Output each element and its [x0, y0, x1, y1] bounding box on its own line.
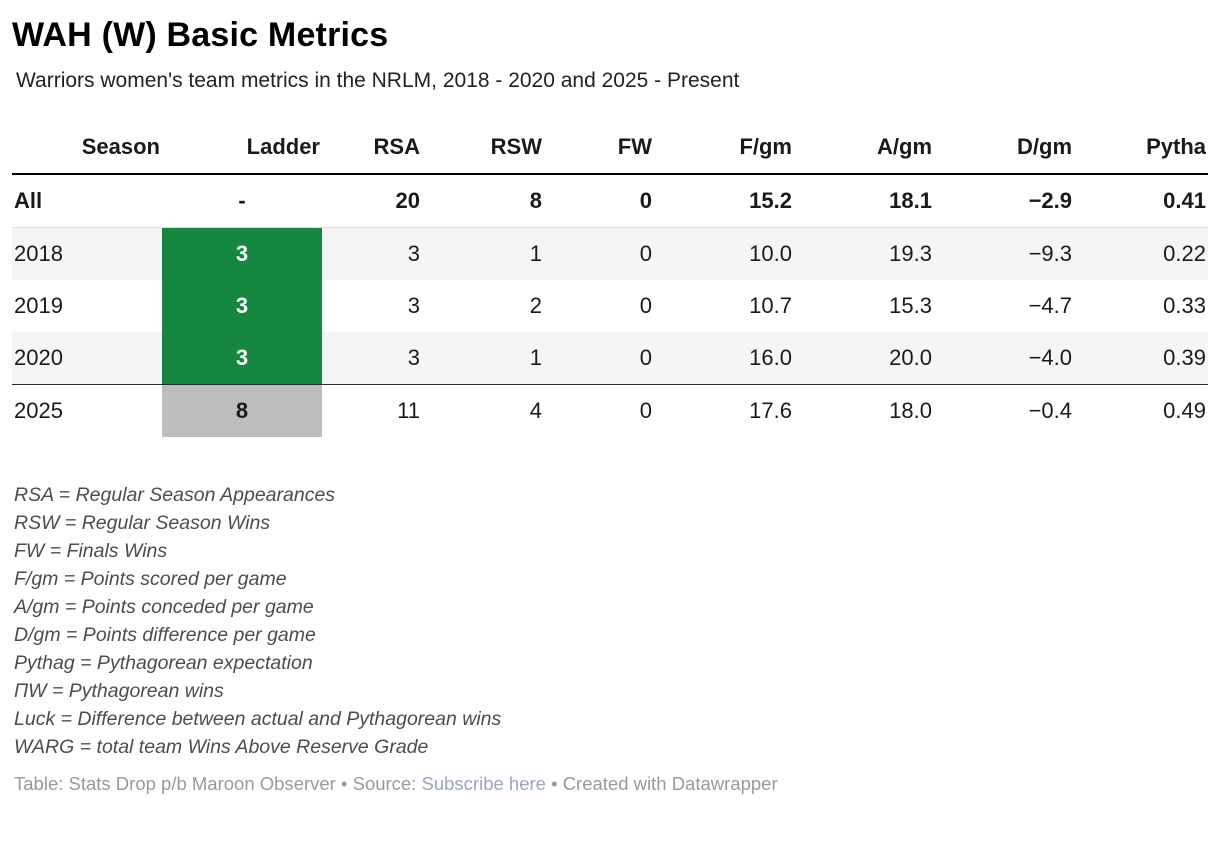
- dgm-cell: −0.4: [1028, 398, 1072, 423]
- footnote-line: Pythag = Pythagorean expectation: [14, 652, 313, 674]
- rsw-cell: 4: [529, 398, 542, 423]
- column-header-fgm: F/gm: [654, 121, 794, 175]
- column-header-rsa: RSA: [322, 121, 422, 175]
- table-row: 2020 3 3 1 0 16.0 20.0 −4.0 0.39: [12, 332, 1208, 385]
- fw-cell: 0: [544, 227, 654, 280]
- ladder-cell: 3: [162, 280, 322, 332]
- dgm-cell: −4.7: [1028, 293, 1072, 318]
- footnote-line: F/gm = Points scored per game: [14, 568, 287, 590]
- ladder-cell: 8: [162, 384, 322, 437]
- table-row: 2025 8 11 4 0 17.6 18.0 −0.4 0.49: [12, 384, 1208, 437]
- fw-cell: 0: [544, 174, 654, 228]
- fgm-cell: 10.7: [749, 293, 792, 318]
- column-header-season: Season: [12, 121, 162, 175]
- rsa-cell: 3: [407, 293, 420, 318]
- attribution-footer: Table: Stats Drop p/b Maroon Observer • …: [14, 773, 1208, 795]
- column-header-agm: A/gm: [794, 121, 934, 175]
- page: WAH (W) Basic Metrics Warriors women's t…: [12, 16, 1208, 795]
- rsa-cell: 3: [322, 227, 422, 280]
- footnote-line: FW = Finals Wins: [14, 540, 168, 562]
- rsw-cell: 1: [422, 332, 544, 385]
- season-cell: 2018: [12, 227, 162, 280]
- column-header-pytha: Pytha: [1074, 121, 1208, 175]
- footnote-line: D/gm = Points difference per game: [14, 624, 316, 646]
- table-header-row: Season Ladder RSA RSW FW F/gm A/gm D/gm …: [12, 121, 1208, 175]
- footnote-line: Luck = Difference between actual and Pyt…: [14, 708, 502, 730]
- agm-cell: 15.3: [889, 293, 932, 318]
- agm-cell: 20.0: [794, 332, 934, 385]
- footnote-line: RSW = Regular Season Wins: [14, 512, 271, 534]
- footnote-line: ΠW = Pythagorean wins: [14, 680, 224, 702]
- rsa-cell: 11: [397, 398, 420, 423]
- footnote-line: A/gm = Points conceded per game: [14, 596, 314, 618]
- subscribe-link[interactable]: Subscribe here: [421, 773, 546, 794]
- column-header-ladder: Ladder: [162, 121, 322, 175]
- fgm-cell: 16.0: [654, 332, 794, 385]
- rsa-cell: 3: [322, 332, 422, 385]
- pytha-cell: 0.22: [1074, 227, 1208, 280]
- agm-cell: 19.3: [794, 227, 934, 280]
- agm-cell: 18.0: [889, 398, 932, 423]
- column-header-dgm: D/gm: [934, 121, 1074, 175]
- agm-cell: 18.1: [794, 174, 934, 228]
- fgm-cell: 17.6: [749, 398, 792, 423]
- page-title: WAH (W) Basic Metrics: [12, 16, 389, 54]
- footnote-line: WARG = total team Wins Above Reserve Gra…: [14, 736, 429, 758]
- pytha-cell: 0.41: [1074, 174, 1208, 228]
- footnotes: RSA = Regular Season Appearances RSW = R…: [14, 481, 1208, 761]
- fgm-cell: 10.0: [654, 227, 794, 280]
- table-row: All - 20 8 0 15.2 18.1 −2.9 0.41: [12, 174, 1208, 228]
- ladder-cell: 3: [162, 332, 322, 385]
- footer-created-text: • Created with Datawrapper: [545, 773, 778, 794]
- column-header-rsw: RSW: [422, 121, 544, 175]
- rsw-cell: 8: [422, 174, 544, 228]
- ladder-cell: 3: [162, 227, 322, 280]
- table-row: 2019 3 3 2 0 10.7 15.3 −4.7 0.33: [12, 280, 1208, 332]
- season-cell: 2019: [14, 293, 63, 318]
- rsw-cell: 1: [422, 227, 544, 280]
- fw-cell: 0: [544, 332, 654, 385]
- pytha-cell: 0.39: [1074, 332, 1208, 385]
- ladder-cell: -: [162, 174, 322, 228]
- fw-cell: 0: [639, 293, 652, 318]
- pytha-cell: 0.49: [1163, 398, 1206, 423]
- season-cell: 2020: [12, 332, 162, 385]
- dgm-cell: −9.3: [934, 227, 1074, 280]
- fgm-cell: 15.2: [654, 174, 794, 228]
- page-subtitle: Warriors women's team metrics in the NRL…: [16, 69, 740, 92]
- metrics-table: Season Ladder RSA RSW FW F/gm A/gm D/gm …: [12, 121, 1208, 437]
- rsa-cell: 20: [322, 174, 422, 228]
- column-header-fw: FW: [544, 121, 654, 175]
- dgm-cell: −4.0: [934, 332, 1074, 385]
- footer-credit-text: Table: Stats Drop p/b Maroon Observer • …: [14, 773, 422, 794]
- fw-cell: 0: [639, 398, 652, 423]
- dgm-cell: −2.9: [934, 174, 1074, 228]
- table-row: 2018 3 3 1 0 10.0 19.3 −9.3 0.22: [12, 227, 1208, 280]
- rsw-cell: 2: [529, 293, 542, 318]
- pytha-cell: 0.33: [1163, 293, 1206, 318]
- season-cell: All: [12, 174, 162, 228]
- season-cell: 2025: [14, 398, 63, 423]
- footnote-line: RSA = Regular Season Appearances: [14, 484, 336, 506]
